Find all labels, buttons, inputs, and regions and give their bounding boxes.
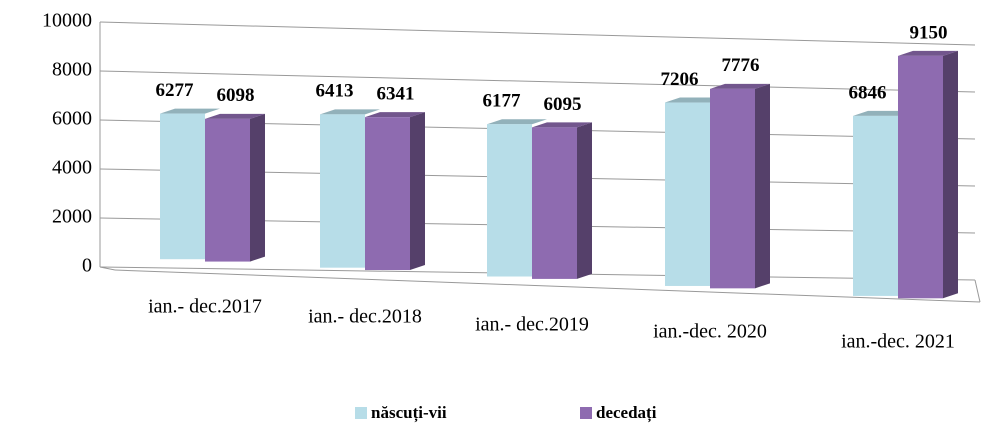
x-tick-label: ian.- dec.2017 — [148, 296, 262, 318]
bar-face — [160, 113, 205, 260]
value-label: 6277 — [156, 80, 195, 101]
legend-label: decedați — [596, 403, 657, 423]
value-label: 7206 — [661, 69, 699, 90]
bar-face — [665, 102, 710, 286]
bar-face — [320, 109, 380, 115]
bar-face — [365, 117, 410, 271]
x-tick-label: ian.- dec.2018 — [308, 306, 422, 328]
bar — [205, 113, 265, 262]
y-tick-label: 6000 — [52, 108, 92, 130]
grid-line — [99, 21, 976, 46]
legend-swatch — [580, 407, 592, 419]
bar-face — [532, 122, 592, 128]
bar-face — [365, 112, 425, 118]
value-label: 6341 — [377, 84, 415, 105]
bar-face — [320, 114, 365, 268]
legend-swatch — [355, 407, 367, 419]
bar-face — [532, 127, 577, 279]
value-label: 6177 — [483, 91, 522, 112]
legend-label: născuți-vii — [371, 403, 447, 423]
y-tick-label: 2000 — [52, 206, 92, 228]
bar-face — [160, 108, 220, 114]
bar-face — [943, 50, 958, 299]
value-label: 7776 — [722, 55, 760, 76]
bar-face — [250, 113, 265, 262]
bar — [532, 122, 592, 279]
y-tick-label: 10000 — [42, 10, 92, 32]
bar-face — [755, 83, 770, 289]
bar-face — [487, 124, 532, 277]
floor-edge — [974, 279, 981, 303]
value-label: 9150 — [910, 22, 948, 43]
bar-face — [898, 50, 958, 56]
bar — [320, 109, 380, 268]
y-tick-label: 0 — [82, 255, 92, 277]
bar-face — [577, 122, 592, 279]
bar — [665, 97, 725, 286]
value-label: 6846 — [849, 82, 887, 103]
bar — [853, 110, 913, 296]
bar-face — [410, 112, 425, 271]
bar-face — [853, 115, 898, 296]
x-tick-label: ian.-dec. 2020 — [653, 321, 767, 343]
x-tick-label: ian.- dec.2019 — [475, 314, 589, 336]
y-tick-label: 8000 — [52, 59, 92, 81]
grid-line — [99, 70, 976, 93]
bar-face — [710, 88, 755, 289]
bar — [898, 50, 958, 299]
bar-face — [898, 55, 943, 299]
y-tick-label: 4000 — [52, 157, 92, 179]
bar-face — [205, 113, 265, 119]
bar-face — [487, 119, 547, 125]
value-label: 6095 — [544, 94, 582, 115]
value-label: 6413 — [316, 81, 354, 102]
value-label: 6098 — [217, 85, 255, 106]
bar — [365, 112, 425, 271]
bar — [710, 83, 770, 289]
floor-edge — [114, 269, 981, 303]
bar — [160, 108, 220, 260]
bar — [487, 119, 547, 277]
bar-face — [710, 83, 770, 89]
bar-face — [205, 118, 250, 262]
x-tick-label: ian.-dec. 2021 — [841, 331, 955, 353]
